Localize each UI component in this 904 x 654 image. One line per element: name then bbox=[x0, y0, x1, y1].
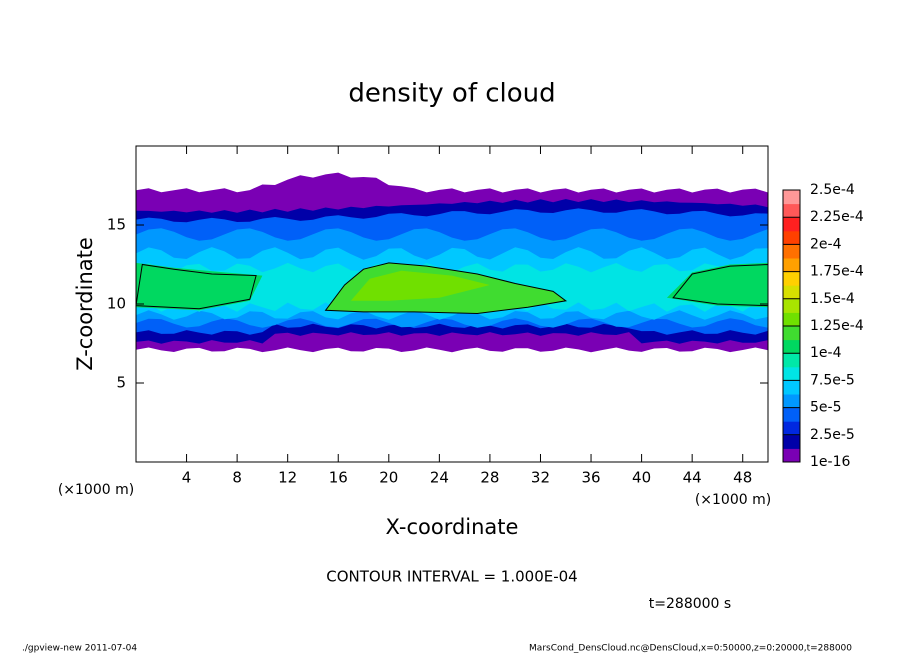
contour-interval: CONTOUR INTERVAL = 1.000E-04 bbox=[326, 568, 577, 586]
x-tick-label: 16 bbox=[329, 469, 348, 487]
x-tick-label: 8 bbox=[232, 469, 242, 487]
x-tick-label: 32 bbox=[531, 469, 550, 487]
colorbar-swatch bbox=[783, 203, 800, 218]
colorbar-tick-label: 5e-5 bbox=[810, 400, 841, 416]
footer-left: ./gpview-new 2011-07-04 bbox=[22, 644, 137, 654]
x-axis-label: X-coordinate bbox=[386, 515, 519, 539]
colorbar-swatch bbox=[783, 366, 800, 381]
colorbar-swatch bbox=[783, 285, 800, 300]
colorbar-swatch bbox=[783, 258, 800, 273]
colorbar-tick-label: 2.5e-5 bbox=[810, 427, 855, 443]
field-region bbox=[350, 270, 490, 301]
x-tick-label: 28 bbox=[480, 469, 499, 487]
footer-right: MarsCond_DensCloud.nc@DensCloud,x=0:5000… bbox=[529, 644, 852, 654]
x-tick-label: 20 bbox=[379, 469, 398, 487]
x-tick-label: 4 bbox=[182, 469, 192, 487]
x-tick-label: 24 bbox=[430, 469, 449, 487]
colorbar-swatch bbox=[783, 230, 800, 245]
y-tick-label: 15 bbox=[107, 216, 126, 234]
x-tick-label: 48 bbox=[733, 469, 752, 487]
colorbar-swatch bbox=[783, 271, 800, 286]
chart-title: density of cloud bbox=[348, 79, 555, 109]
y-unit: (×1000 m) bbox=[58, 482, 134, 498]
y-tick-label: 10 bbox=[107, 295, 126, 313]
colorbar-swatch bbox=[783, 353, 800, 368]
colorbar-swatch bbox=[783, 434, 800, 449]
colorbar-swatch bbox=[783, 380, 800, 395]
colorbar-swatch bbox=[783, 394, 800, 409]
colorbar-swatch bbox=[783, 190, 800, 205]
y-tick-label: 5 bbox=[116, 374, 126, 392]
x-unit: (×1000 m) bbox=[695, 492, 771, 508]
colorbar-swatch bbox=[783, 244, 800, 259]
colorbar-swatch bbox=[783, 421, 800, 436]
colorbar-swatch bbox=[783, 448, 800, 463]
colorbar-swatch bbox=[783, 407, 800, 422]
colorbar-tick-label: 2.25e-4 bbox=[810, 209, 864, 225]
colorbar-tick-label: 1e-16 bbox=[810, 454, 850, 470]
colorbar-swatch bbox=[783, 326, 800, 341]
colorbar-tick-label: 1e-4 bbox=[810, 345, 842, 361]
colorbar-swatch bbox=[783, 298, 800, 313]
colorbar-tick-label: 2.5e-4 bbox=[810, 182, 855, 198]
contour-line bbox=[135, 263, 257, 310]
x-tick-label: 36 bbox=[581, 469, 600, 487]
colorbar-tick-label: 1.5e-4 bbox=[810, 291, 855, 307]
colorbar-tick-label: 1.25e-4 bbox=[810, 318, 864, 334]
time-label: t=288000 s bbox=[649, 596, 731, 612]
x-tick-label: 40 bbox=[632, 469, 651, 487]
contour-line bbox=[324, 262, 568, 315]
y-axis-label: Z-coordinate bbox=[73, 237, 97, 371]
colorbar-tick-label: 2e-4 bbox=[810, 236, 842, 252]
colorbar-swatch bbox=[783, 339, 800, 354]
colorbar-tick-label: 7.5e-5 bbox=[810, 372, 855, 388]
colorbar-swatch bbox=[783, 312, 800, 327]
x-tick-label: 12 bbox=[278, 469, 297, 487]
colorbar-tick-label: 1.75e-4 bbox=[810, 264, 864, 280]
colorbar-swatch bbox=[783, 217, 800, 232]
x-tick-label: 44 bbox=[683, 469, 702, 487]
